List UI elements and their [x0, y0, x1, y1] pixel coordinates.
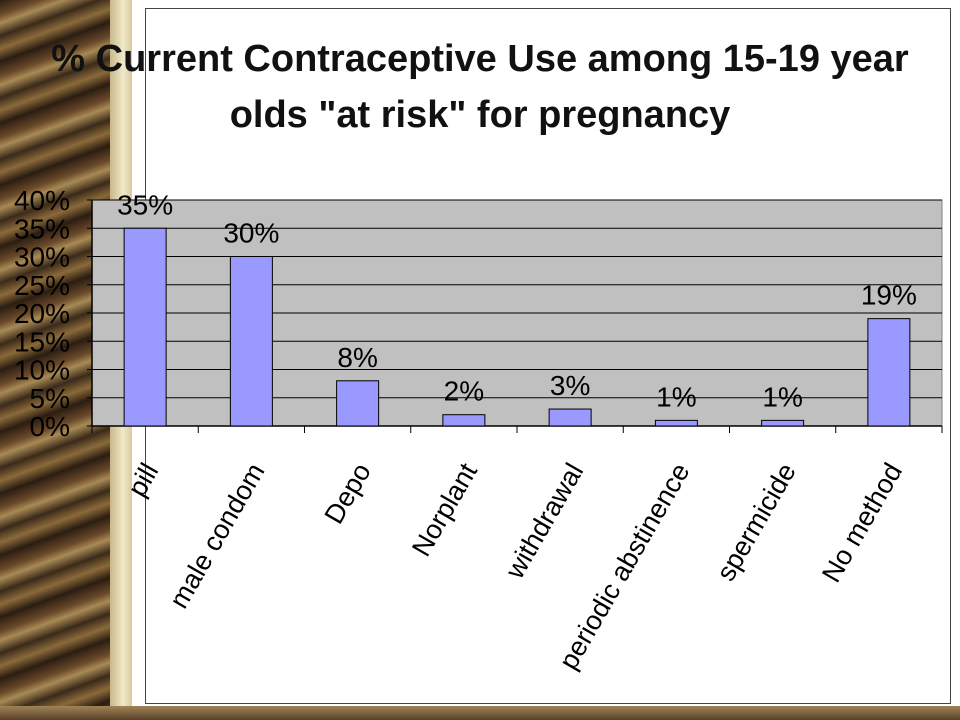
data-label: 2% [444, 376, 484, 407]
bar [761, 419, 805, 427]
decorative-frame-bottom [0, 706, 960, 720]
x-tick-label: spermicide [711, 458, 802, 586]
bar [442, 414, 486, 427]
data-label: 1% [762, 381, 802, 412]
data-label: 35% [117, 189, 173, 220]
bar [123, 227, 167, 427]
x-tick-label: No method [816, 458, 908, 587]
y-tick-label: 15% [14, 326, 70, 357]
x-tick-label: pill [122, 458, 164, 502]
bar [336, 380, 380, 427]
x-tick-label: Depo [319, 458, 377, 529]
bar [548, 408, 592, 427]
y-tick-label: 25% [14, 270, 70, 301]
y-tick-label: 10% [14, 355, 70, 386]
y-tick-label: 5% [30, 383, 70, 414]
data-label: 30% [223, 218, 279, 249]
y-tick-label: 20% [14, 298, 70, 329]
x-tick-label: withdrawal [499, 458, 589, 584]
bar [654, 419, 698, 427]
y-tick-label: 35% [14, 213, 70, 244]
chart-title-line-1: % Current Contraceptive Use among 15-19 … [51, 38, 909, 80]
y-tick-label: 0% [30, 411, 70, 442]
y-tick-label: 40% [14, 185, 70, 216]
bar [867, 318, 911, 427]
data-label: 8% [337, 342, 377, 373]
y-tick-label: 30% [14, 242, 70, 273]
data-label: 1% [656, 381, 696, 412]
x-tick-label: Norplant [406, 458, 483, 562]
chart-title-line-2: olds "at risk" for pregnancy [229, 94, 731, 136]
x-tick-label: male condom [164, 458, 271, 613]
data-label: 19% [861, 280, 917, 311]
data-label: 3% [550, 370, 590, 401]
bar [229, 256, 273, 427]
